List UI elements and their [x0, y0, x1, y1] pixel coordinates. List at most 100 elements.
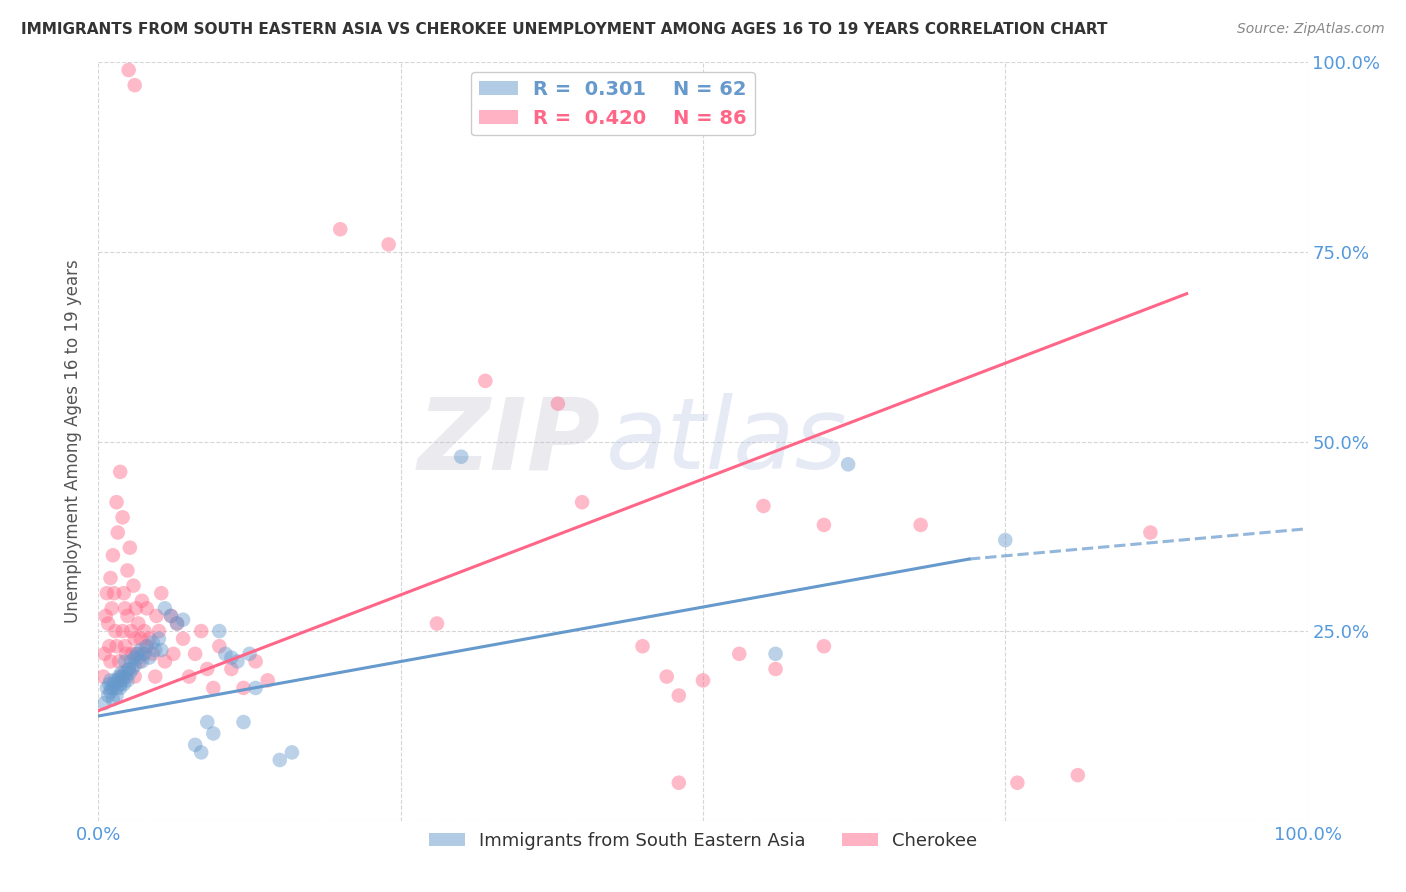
Point	[377, 237, 399, 252]
Point	[111, 624, 134, 639]
Point	[127, 647, 149, 661]
Point	[98, 639, 121, 653]
Point	[114, 601, 136, 615]
Point	[135, 601, 157, 615]
Point	[124, 632, 146, 646]
Point	[547, 396, 569, 410]
Point	[765, 662, 787, 676]
Point	[112, 677, 135, 691]
Point	[148, 624, 170, 639]
Point	[108, 681, 131, 695]
Point	[142, 635, 165, 649]
Point	[114, 639, 136, 653]
Point	[127, 647, 149, 661]
Point	[100, 681, 122, 695]
Point	[127, 650, 149, 665]
Point	[245, 681, 267, 695]
Point	[131, 594, 153, 608]
Point	[143, 669, 166, 683]
Point	[837, 458, 859, 472]
Point	[150, 586, 173, 600]
Point	[226, 655, 249, 669]
Point	[100, 685, 122, 699]
Point	[127, 616, 149, 631]
Point	[108, 655, 131, 669]
Point	[131, 655, 153, 669]
Point	[765, 647, 787, 661]
Point	[111, 510, 134, 524]
Point	[160, 608, 183, 623]
Point	[232, 681, 254, 695]
Point	[118, 62, 141, 77]
Point	[105, 495, 128, 509]
Point	[142, 647, 165, 661]
Point	[111, 669, 134, 683]
Point	[118, 662, 141, 676]
Point	[655, 669, 678, 683]
Point	[752, 499, 775, 513]
Point	[111, 673, 134, 688]
Point	[104, 624, 127, 639]
Point	[138, 632, 160, 646]
Point	[145, 608, 167, 623]
Point	[179, 669, 201, 683]
Point	[184, 647, 207, 661]
Point	[121, 647, 143, 661]
Point	[571, 495, 593, 509]
Point	[112, 586, 135, 600]
Point	[668, 776, 690, 790]
Point	[426, 616, 449, 631]
Point	[166, 616, 188, 631]
Point	[105, 689, 128, 703]
Point	[104, 673, 127, 688]
Point	[129, 632, 152, 646]
Point	[208, 639, 231, 653]
Point	[190, 746, 212, 760]
Point	[256, 673, 278, 688]
Point	[128, 655, 150, 669]
Point	[195, 662, 218, 676]
Y-axis label: Unemployment Among Ages 16 to 19 years: Unemployment Among Ages 16 to 19 years	[65, 260, 83, 624]
Point	[93, 696, 115, 710]
Point	[125, 601, 148, 615]
Point	[115, 647, 138, 661]
Point	[728, 647, 751, 661]
Point	[120, 655, 142, 669]
Point	[129, 643, 152, 657]
Point	[692, 673, 714, 688]
Point	[118, 665, 141, 680]
Point	[101, 692, 124, 706]
Point	[214, 647, 236, 661]
Point	[132, 647, 155, 661]
Point	[148, 632, 170, 646]
Point	[94, 608, 117, 623]
Point	[124, 658, 146, 673]
Point	[172, 632, 194, 646]
Point	[813, 517, 835, 532]
Point	[96, 681, 118, 695]
Point	[135, 639, 157, 653]
Point	[97, 689, 120, 703]
Point	[195, 715, 218, 730]
Point	[232, 715, 254, 730]
Point	[101, 548, 124, 563]
Point	[97, 616, 120, 631]
Point	[122, 579, 145, 593]
Point	[172, 613, 194, 627]
Point	[668, 689, 690, 703]
Point	[1139, 525, 1161, 540]
Point	[108, 669, 131, 683]
Point	[450, 450, 472, 464]
Point	[994, 533, 1017, 548]
Point	[96, 586, 118, 600]
Text: IMMIGRANTS FROM SOUTH EASTERN ASIA VS CHEROKEE UNEMPLOYMENT AMONG AGES 16 TO 19 : IMMIGRANTS FROM SOUTH EASTERN ASIA VS CH…	[21, 22, 1108, 37]
Point	[474, 374, 496, 388]
Point	[107, 673, 129, 688]
Text: atlas: atlas	[606, 393, 848, 490]
Point	[105, 681, 128, 695]
Point	[98, 677, 121, 691]
Point	[208, 624, 231, 639]
Point	[108, 465, 131, 479]
Point	[166, 616, 188, 631]
Point	[150, 643, 173, 657]
